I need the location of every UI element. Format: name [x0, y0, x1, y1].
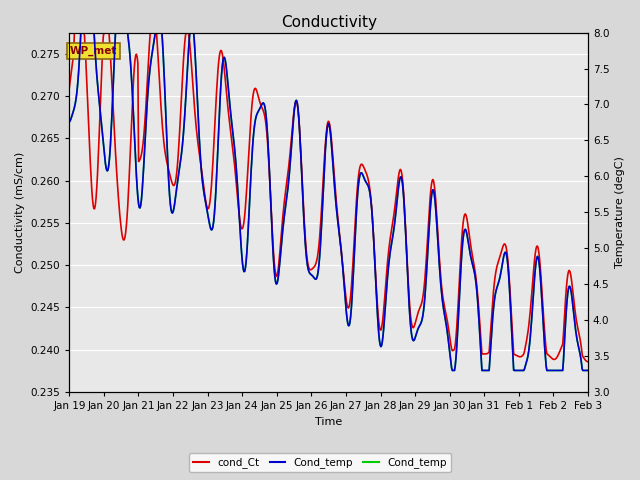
Y-axis label: Conductivity (mS/cm): Conductivity (mS/cm)	[15, 152, 25, 273]
Title: Conductivity: Conductivity	[281, 15, 377, 30]
Text: WP_met: WP_met	[70, 46, 117, 56]
Legend: cond_Ct, Cond_temp, Cond_temp: cond_Ct, Cond_temp, Cond_temp	[189, 453, 451, 472]
Y-axis label: Temperature (degC): Temperature (degC)	[615, 156, 625, 268]
X-axis label: Time: Time	[315, 417, 342, 427]
